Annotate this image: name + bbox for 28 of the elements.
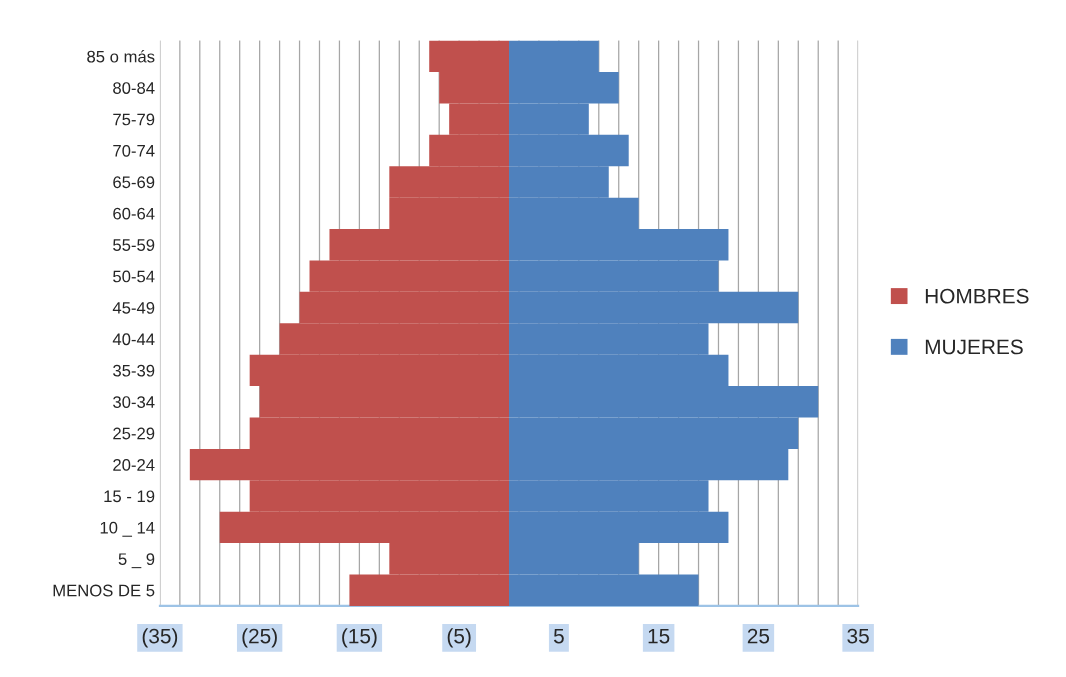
y-tick-label: 25-29 xyxy=(113,427,155,440)
y-tick-label: 15 - 19 xyxy=(104,490,155,503)
y-tick-label: 5 _ 9 xyxy=(118,553,155,569)
x-tick-label: (5) xyxy=(447,628,471,648)
y-tick-label: 45-49 xyxy=(112,301,155,314)
y-tick-label: 70-74 xyxy=(113,144,155,157)
y-tick-label: 75-79 xyxy=(113,113,155,126)
y-tick-label: 30-34 xyxy=(113,396,155,408)
y-tick-label: 35-39 xyxy=(113,364,155,377)
x-tick-label: 25 xyxy=(747,628,770,644)
y-tick-label: 50-54 xyxy=(113,270,155,283)
x-tick-label: 35 xyxy=(847,628,869,644)
y-tick-label: 55-59 xyxy=(113,239,155,251)
x-tick-label: (15) xyxy=(342,628,377,648)
x-tick-label: (25) xyxy=(242,628,277,648)
x-tick-label: 15 xyxy=(648,628,670,644)
y-tick-label: MENOS DE 5 xyxy=(53,584,155,597)
y-tick-label: 65-69 xyxy=(113,176,155,189)
legend-label: HOMBRES xyxy=(925,288,1029,304)
legend-label: MUJERES xyxy=(925,339,1023,355)
y-tick-label: 60-64 xyxy=(113,207,155,220)
y-tick-label: 20-24 xyxy=(113,458,155,471)
x-tick-label: 5 xyxy=(553,628,564,644)
y-tick-label: 40-44 xyxy=(112,333,155,346)
y-tick-label: 80-84 xyxy=(113,82,155,94)
y-tick-label: 10 _ 14 xyxy=(100,521,155,537)
y-tick-label: 85 o más xyxy=(87,50,155,63)
x-tick-label: (35) xyxy=(142,628,178,648)
